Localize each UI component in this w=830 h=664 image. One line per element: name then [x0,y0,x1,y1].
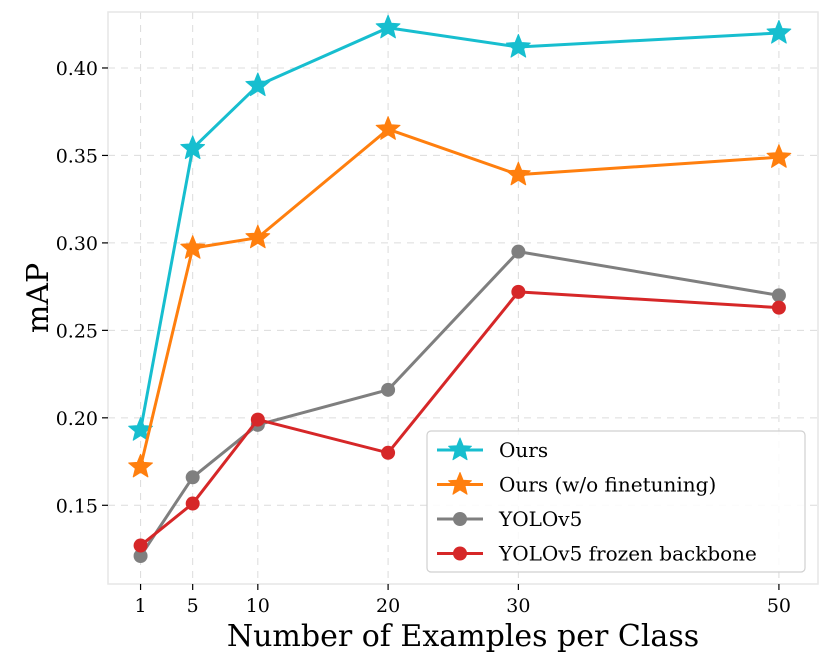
legend-entry: YOLOv5 [437,507,582,531]
y-axis-label: mAP [21,263,56,333]
data-point [250,412,265,427]
x-tick-label: 1 [135,595,147,617]
y-tick-label: 0.15 [56,495,98,517]
data-point [505,161,531,186]
y-tick-label: 0.35 [56,145,98,167]
data-point [381,382,396,397]
data-point [245,72,271,97]
legend-label: Ours [499,438,548,462]
x-tick-label: 10 [246,595,270,617]
data-point [180,235,206,259]
legend-label: YOLOv5 [498,507,582,531]
data-point [766,144,792,168]
data-point [133,538,148,553]
y-tick-label: 0.20 [56,408,98,430]
series-line [139,250,781,558]
legend-box [426,430,806,573]
y-tick-label: 0.40 [56,58,98,80]
legend-entry: Ours (w/o finetuning) [437,472,716,497]
legend: Ours Ours (w/o finetuning) YOLOv5 YOLOv5 fr… [426,430,806,573]
series-line [139,26,781,432]
series-layer [128,14,792,564]
series-3 [133,244,786,564]
y-tick-label: 0.25 [56,320,98,342]
x-tick-label: 20 [376,595,400,617]
plot-frame [107,11,819,585]
legend-entry: Ours [437,437,548,462]
legend-marker [453,546,467,561]
data-point [185,496,200,511]
data-point [133,549,148,564]
legend-marker [448,437,472,461]
data-point [766,19,792,44]
data-point [511,244,526,259]
data-point [375,116,401,140]
data-point [381,445,396,460]
data-point [505,33,531,58]
legend-label: YOLOv5 frozen backbone [498,542,757,566]
data-point [771,300,786,315]
x-axis-label: Number of Examples per Class [227,619,699,654]
data-point [511,284,526,299]
data-point [375,14,401,39]
legend-marker [453,512,467,526]
y-tick-label: 0.30 [56,233,98,255]
legend-entry: YOLOv5 frozen backbone [437,542,757,566]
series-4 [133,284,786,553]
x-tick-label: 5 [187,595,199,617]
legend-marker [448,472,472,495]
series-2 [128,116,792,478]
data-point [180,135,206,160]
data-point [771,288,786,303]
data-point [128,453,153,478]
data-point [185,470,200,485]
series-line [139,290,781,548]
series-line [139,127,781,469]
x-tick-label: 50 [767,595,791,617]
data-point [245,224,271,249]
series-1 [128,14,792,441]
x-tick-label: 30 [506,595,530,617]
legend-label: Ours (w/o finetuning) [499,473,716,497]
ticks: 1 5 10 20 30 50 0.15 0.20 0.25 0.30 0.35 0.40 [56,58,791,617]
